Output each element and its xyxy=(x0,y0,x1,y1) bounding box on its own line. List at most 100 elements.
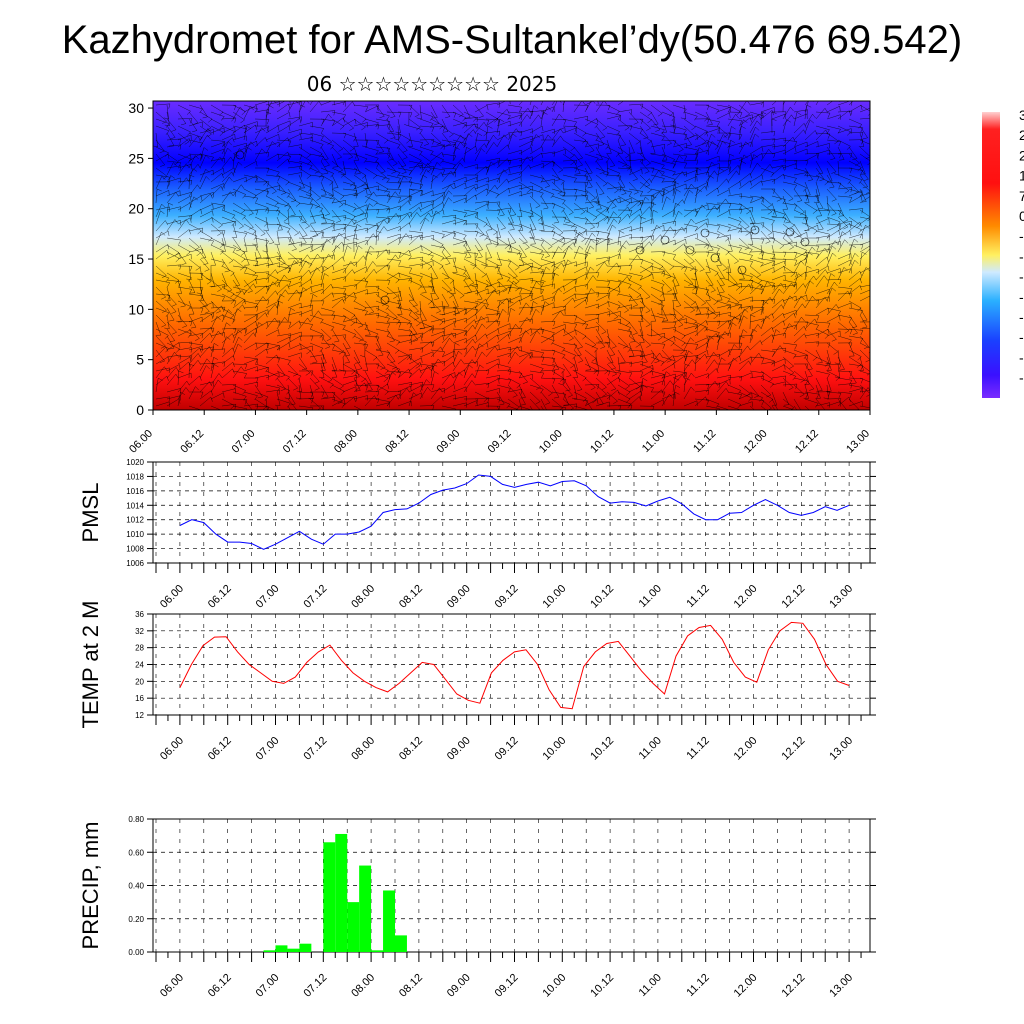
wind-barb xyxy=(430,175,434,190)
wind-barb-feather xyxy=(641,354,644,360)
wind-barb-feather xyxy=(377,251,380,257)
wind-barb xyxy=(243,175,257,183)
wind-barb-feather xyxy=(306,101,310,104)
wind-barb xyxy=(540,244,550,257)
wind-barb xyxy=(364,224,378,232)
wind-barb xyxy=(540,349,555,351)
wind-barb xyxy=(771,358,786,365)
wind-barb xyxy=(573,245,580,260)
wind-barb-feather xyxy=(669,131,675,134)
wind-barb-feather xyxy=(846,146,851,150)
wind-barb-feather xyxy=(572,297,576,303)
wind-barb-feather xyxy=(551,262,555,268)
wind-barb xyxy=(342,101,353,113)
wind-barb xyxy=(848,101,854,106)
wind-barb-feather xyxy=(383,226,388,231)
wind-barb-feather xyxy=(676,305,681,308)
wind-barb xyxy=(837,223,850,232)
wind-barb-feather xyxy=(454,183,456,189)
wind-barb xyxy=(375,314,390,319)
wind-barb-feather xyxy=(228,309,233,314)
wind-barb xyxy=(540,101,544,106)
wind-barb xyxy=(639,363,654,370)
wind-barb xyxy=(727,193,742,197)
wind-barb-feather xyxy=(333,223,336,229)
wind-barb xyxy=(155,335,166,347)
wind-barb-feather xyxy=(691,183,695,189)
wind-barb-feather xyxy=(611,346,617,349)
wind-barb-feather xyxy=(333,236,336,242)
wind-barb xyxy=(826,167,833,182)
wind-barb-feather xyxy=(383,378,388,382)
wind-barb-feather xyxy=(576,354,582,357)
wind-barb xyxy=(694,337,708,344)
wind-barb-feather xyxy=(645,196,650,201)
wind-barb xyxy=(749,340,761,351)
wind-barb-feather xyxy=(241,184,245,189)
wind-barb xyxy=(584,101,592,113)
wind-barb-feather xyxy=(541,289,544,295)
wind-barb xyxy=(573,328,587,337)
wind-barb-feather xyxy=(372,357,378,361)
wind-barb-feather xyxy=(597,292,600,298)
wind-barb xyxy=(518,192,533,197)
wind-barb-feather xyxy=(782,313,785,319)
wind-barb-feather xyxy=(599,193,605,196)
wind-barb-feather xyxy=(299,336,302,342)
wind-barb xyxy=(606,342,616,355)
wind-barb xyxy=(320,181,327,196)
wind-barb-feather xyxy=(627,206,631,212)
wind-barb-feather xyxy=(844,190,850,194)
wind-barb-feather xyxy=(789,372,795,376)
wind-barb-feather xyxy=(585,251,591,255)
wind-barb-feather xyxy=(802,303,806,309)
wind-barb-feather xyxy=(353,292,356,297)
wind-barb xyxy=(518,216,524,231)
wind-barb xyxy=(650,333,665,337)
wind-barb xyxy=(331,334,346,337)
wind-barb xyxy=(661,349,672,361)
wind-barb xyxy=(463,237,471,251)
wind-barb xyxy=(463,186,475,197)
wind-barb xyxy=(694,218,709,225)
chart-title: Kazhydromet for AMS-Sultankel’dy(50.476 … xyxy=(61,18,963,62)
wind-barb xyxy=(265,237,268,252)
wind-barb-feather xyxy=(256,175,258,181)
wind-barb-feather xyxy=(597,101,599,105)
wind-barb-feather xyxy=(323,266,329,270)
wind-barb xyxy=(584,317,599,323)
wind-barb-feather xyxy=(520,165,522,171)
wind-barb xyxy=(309,283,324,288)
wind-barb-feather xyxy=(420,202,423,208)
wind-barb xyxy=(793,333,805,344)
wind-barb xyxy=(837,259,851,267)
wind-barb xyxy=(496,309,503,323)
wind-barb-feather xyxy=(656,225,661,229)
wind-barb-feather xyxy=(629,168,633,174)
wind-barb xyxy=(386,237,400,246)
wind-barb xyxy=(287,144,302,148)
wind-barb-feather xyxy=(344,293,347,299)
wind-barb xyxy=(496,158,508,169)
wind-barb xyxy=(199,313,212,323)
wind-barb-feather xyxy=(195,155,199,160)
wind-barb-feather xyxy=(355,173,361,175)
wind-barb xyxy=(848,153,860,164)
wind-barb-feather xyxy=(219,250,224,255)
wind-barb xyxy=(727,349,742,351)
wind-barb xyxy=(826,356,832,371)
wind-barb xyxy=(375,363,389,371)
wind-barb xyxy=(496,120,511,127)
wind-barb-feather xyxy=(750,261,753,267)
wind-barb-feather xyxy=(872,266,873,271)
wind-barb-feather xyxy=(552,366,556,371)
wind-barb-feather xyxy=(706,342,709,348)
wind-barb-feather xyxy=(536,330,541,335)
wind-barb-feather xyxy=(592,101,596,104)
wind-barb-feather xyxy=(377,306,380,312)
wind-barb xyxy=(727,314,742,321)
wind-barb xyxy=(727,118,742,121)
wind-barb-feather xyxy=(319,348,324,353)
wind-barb-feather xyxy=(574,293,577,299)
wind-barb xyxy=(551,288,559,302)
